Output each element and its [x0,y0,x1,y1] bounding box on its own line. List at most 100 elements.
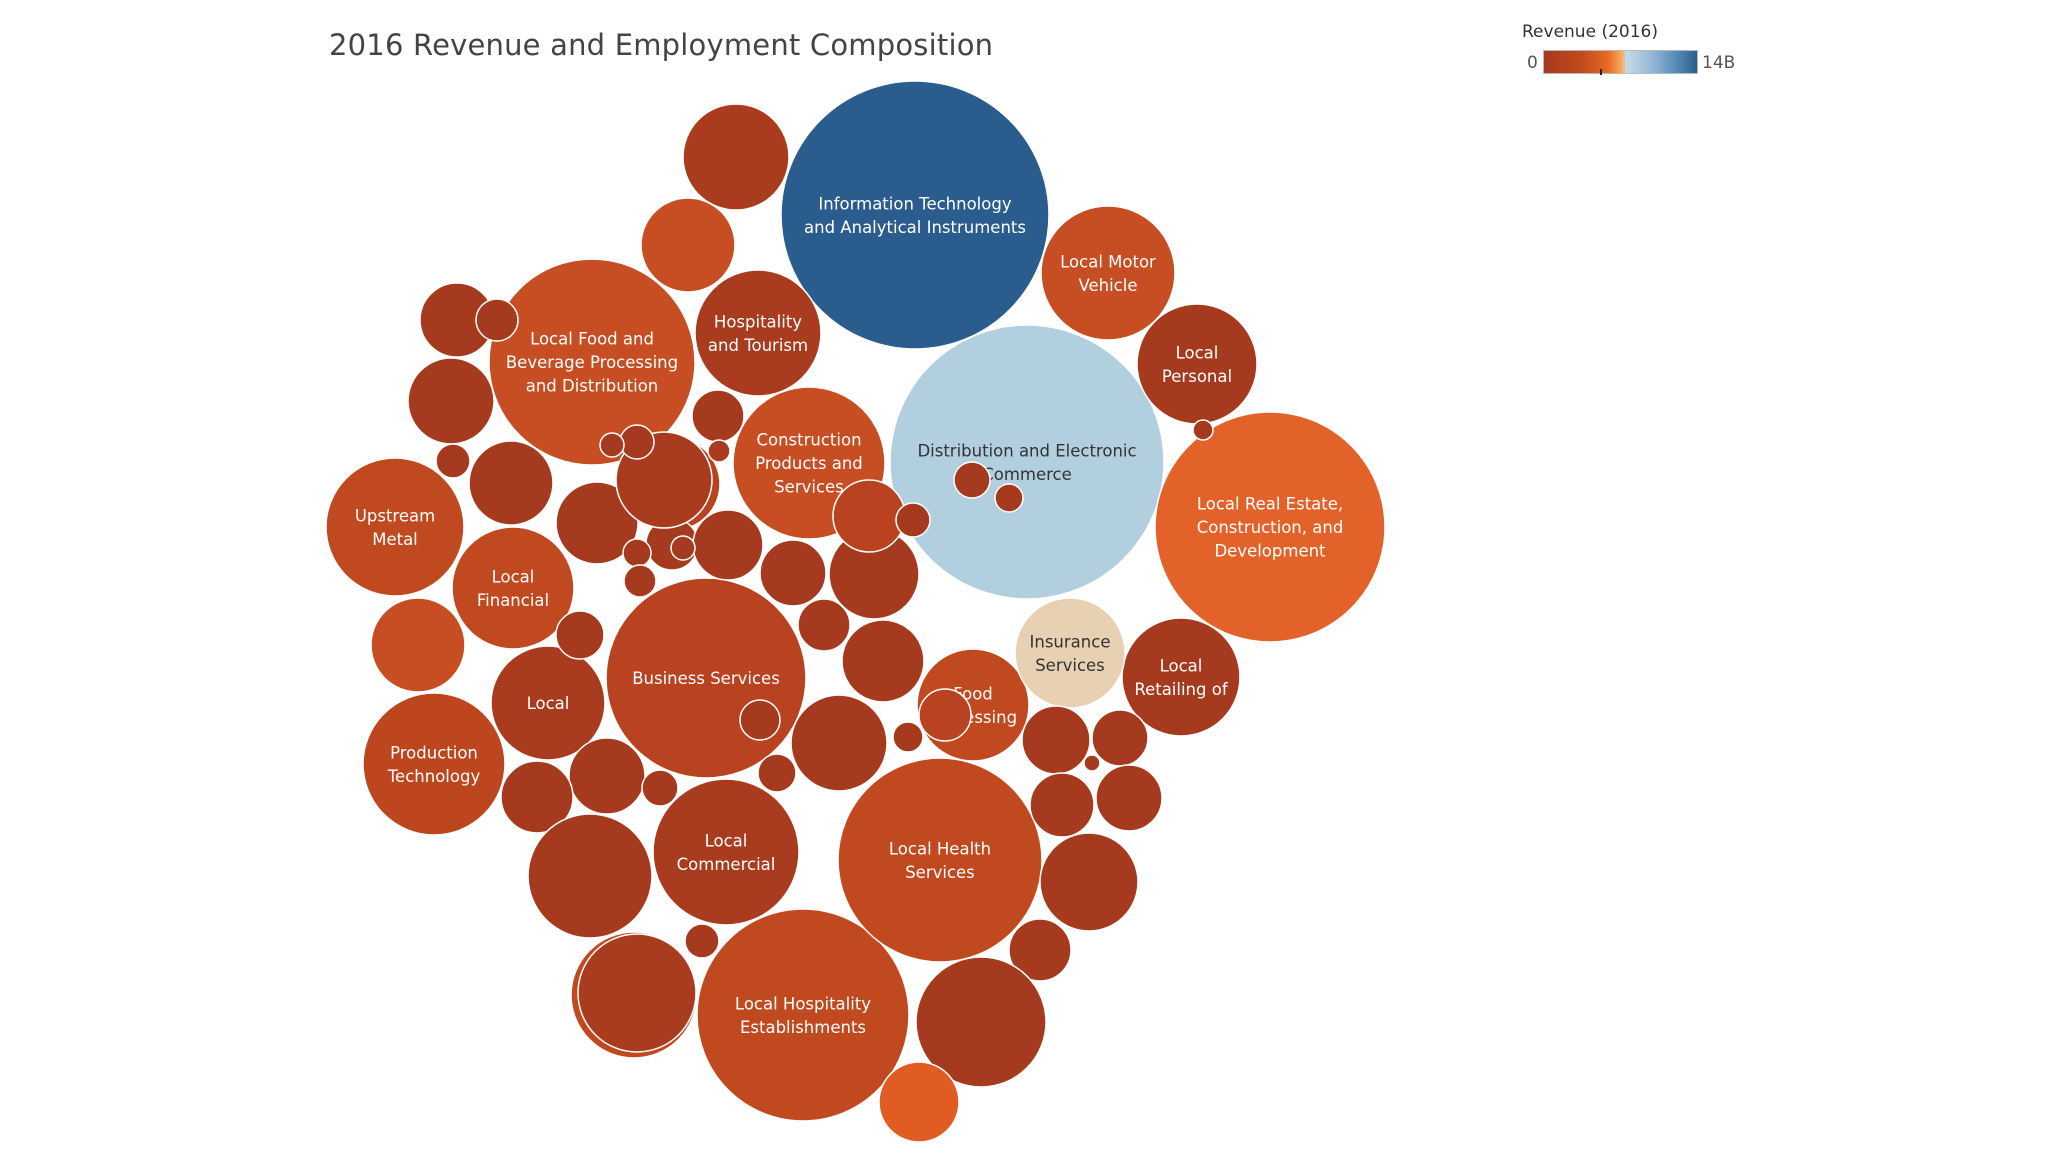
bubble-circle[interactable] [555,481,639,565]
bubble-48[interactable] [1091,709,1149,767]
bubble-23[interactable] [475,298,519,342]
bubble-28[interactable] [555,481,639,565]
bubble-39[interactable] [841,619,925,703]
bubble-circle[interactable] [797,598,851,652]
bubble-49[interactable] [1083,754,1101,772]
bubble-38[interactable] [797,598,851,652]
bubble-69[interactable] [599,432,625,458]
bubble-circle[interactable] [953,461,991,499]
bubble-circle[interactable] [599,432,625,458]
bubble-circle[interactable] [468,440,554,526]
bubble-circle[interactable] [682,103,790,211]
bubble-54[interactable] [527,813,653,939]
bubble-circle[interactable] [759,539,827,607]
bubble-circle[interactable] [475,298,519,342]
bubble-63[interactable] [895,502,931,538]
bubble-46[interactable] [892,721,924,753]
bubble-65[interactable] [1192,419,1214,441]
bubble-circle[interactable] [707,439,731,463]
bubble-circle[interactable] [1040,205,1176,341]
bubble-circle[interactable] [1136,303,1258,425]
bubble-53[interactable] [1008,918,1072,982]
bubble-circle[interactable] [780,80,1050,350]
bubble-circle[interactable] [895,502,931,538]
bubble-circle[interactable] [500,760,574,834]
bubble-40[interactable] [918,688,972,742]
bubble-circle[interactable] [1154,411,1386,643]
bubble-circle[interactable] [832,479,906,553]
bubble-20[interactable] [682,103,790,211]
bubble-2[interactable]: Local Real Estate,Construction, andDevel… [1154,411,1386,643]
bubble-circle[interactable] [1039,832,1139,932]
bubble-circle[interactable] [841,619,925,703]
bubble-circle[interactable] [1121,617,1241,737]
bubble-circle[interactable] [555,610,605,660]
bubble-circle[interactable] [691,389,745,443]
bubble-64[interactable] [953,461,991,499]
bubble-circle[interactable] [878,1061,960,1143]
bubble-36[interactable] [759,539,827,607]
bubble-circle[interactable] [1095,764,1163,832]
bubble-59[interactable] [832,479,906,553]
bubble-circle[interactable] [739,699,781,741]
bubble-circle[interactable] [407,357,495,445]
bubble-61[interactable] [619,424,655,460]
bubble-circle[interactable] [1192,419,1214,441]
bubble-57[interactable] [577,933,697,1053]
bubble-62[interactable] [994,483,1024,513]
bubble-60[interactable] [878,1061,960,1143]
bubble-44[interactable] [641,769,679,807]
bubble-circle[interactable] [1091,709,1149,767]
bubble-circle[interactable] [1008,918,1072,982]
bubble-circle[interactable] [696,908,910,1122]
bubble-26[interactable] [468,440,554,526]
bubble-25[interactable] [435,443,471,479]
bubble-circle[interactable] [670,535,696,561]
bubble-68[interactable] [670,535,696,561]
bubble-66[interactable] [555,610,605,660]
bubble-circle[interactable] [619,424,655,460]
bubble-5[interactable]: Business Services [605,577,807,779]
bubble-circle[interactable] [757,753,797,793]
bubble-47[interactable] [1021,705,1091,775]
bubble-circle[interactable] [623,564,657,598]
bubble-circle[interactable] [527,813,653,939]
bubble-50[interactable] [1029,772,1095,838]
bubble-42[interactable] [568,737,646,815]
bubble-circle[interactable] [640,197,736,293]
bubble-circle[interactable] [488,258,696,466]
bubble-circle[interactable] [370,597,466,693]
bubble-circle[interactable] [1029,772,1095,838]
bubble-circle[interactable] [362,692,506,836]
bubble-circle[interactable] [915,956,1047,1088]
bubble-55[interactable] [684,923,720,959]
bubble-21[interactable] [640,197,736,293]
bubble-52[interactable] [1039,832,1139,932]
bubble-circle[interactable] [694,269,822,397]
bubble-circle[interactable] [1014,597,1126,709]
bubble-67[interactable] [739,699,781,741]
bubble-circle[interactable] [652,778,800,926]
bubble-circle[interactable] [892,721,924,753]
bubble-circle[interactable] [325,457,465,597]
bubble-circle[interactable] [692,509,764,581]
bubble-51[interactable] [1095,764,1163,832]
bubble-circle[interactable] [641,769,679,807]
bubble-circle[interactable] [435,443,471,479]
bubble-circle[interactable] [577,933,697,1053]
bubble-45[interactable] [757,753,797,793]
bubble-circle[interactable] [889,324,1165,600]
bubble-35[interactable] [692,509,764,581]
bubble-27[interactable] [370,597,466,693]
bubble-circle[interactable] [994,483,1024,513]
bubble-circle[interactable] [605,577,807,779]
